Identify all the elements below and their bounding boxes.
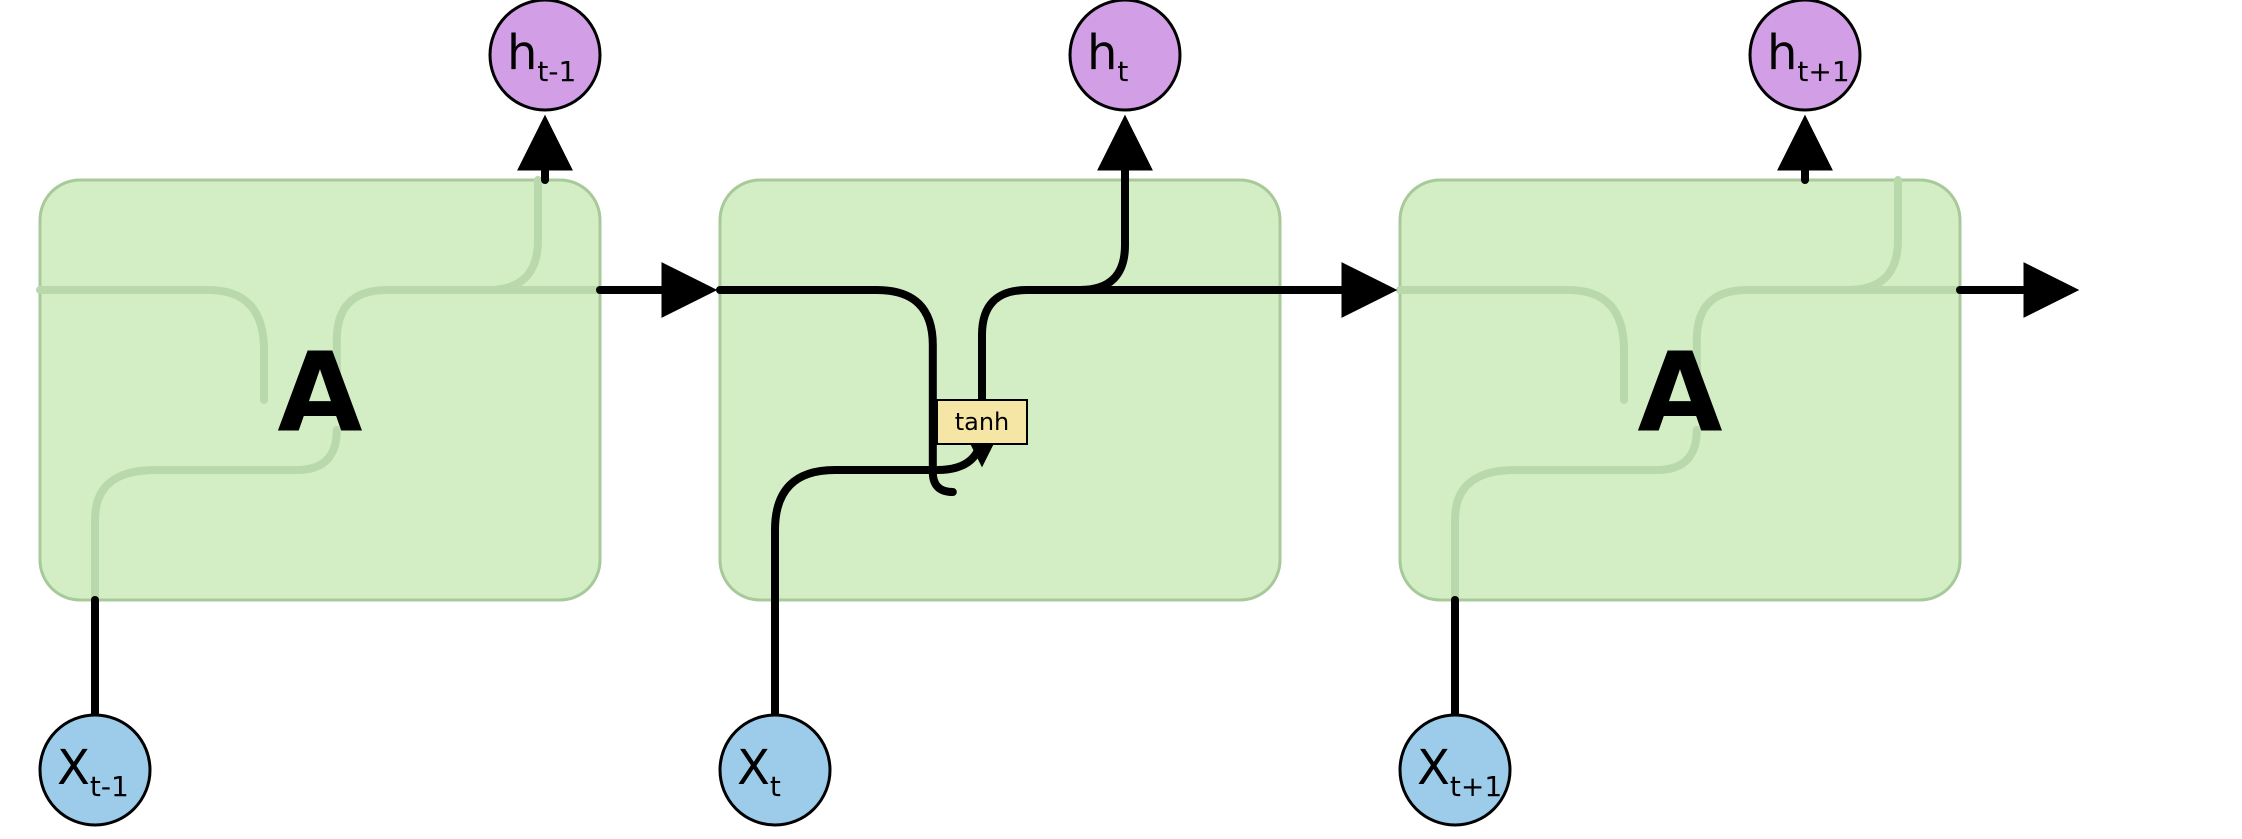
input-node-t-plus-1: Xt+1 bbox=[1400, 715, 1510, 825]
activation-tanh-label: tanh bbox=[955, 408, 1010, 436]
cell-label-right: A bbox=[1637, 328, 1722, 456]
rnn-cell-mid bbox=[720, 180, 1280, 600]
input-node-t-minus-1: Xt-1 bbox=[40, 715, 150, 825]
output-node-t-plus-1: ht+1 bbox=[1750, 0, 1860, 110]
rnn-unrolled-diagram: A A tanh Xt-1 Xt Xt+1 ht-1 bbox=[0, 0, 2242, 839]
input-node-t: Xt bbox=[720, 715, 830, 825]
output-node-t-minus-1: ht-1 bbox=[490, 0, 600, 110]
cell-label-left: A bbox=[277, 328, 362, 456]
output-node-t: ht bbox=[1070, 0, 1180, 110]
